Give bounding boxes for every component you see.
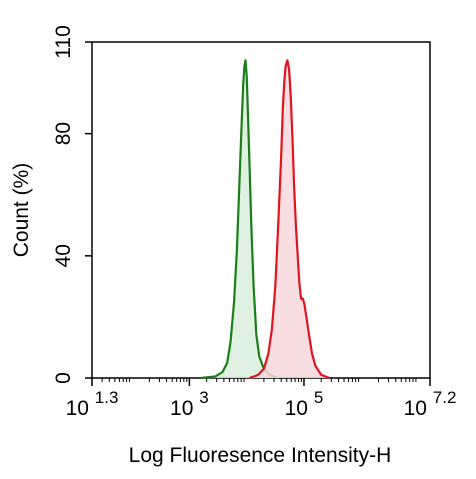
series-2-fill — [249, 60, 330, 379]
y-tick-label: 110 — [52, 25, 75, 58]
x-tick-label: 10 7.2 — [404, 388, 457, 420]
x-tick-label: 10 1.3 — [66, 388, 119, 420]
series-1-line — [200, 59, 279, 380]
plot-frame — [91, 41, 431, 379]
y-tick-label: 0 — [52, 372, 75, 384]
y-tick-label: 40 — [52, 244, 75, 267]
x-axis-title: Log Fluoresence Intensity-H — [129, 444, 392, 467]
y-ticks — [85, 41, 92, 379]
x-tick-labels: 10 1.3 10 3 10 5 10 7.2 — [66, 388, 457, 420]
x-tick-label: 10 3 — [170, 388, 209, 420]
x-tick-label: 10 5 — [285, 388, 324, 420]
series-layer — [200, 59, 331, 380]
series-2-line — [249, 59, 331, 380]
plot-area — [85, 41, 431, 386]
y-tick-label: 80 — [52, 122, 75, 145]
y-axis-title: Count (%) — [10, 163, 33, 258]
x-minor-ticks — [91, 378, 417, 382]
y-tick-labels: 0 40 80 110 — [52, 25, 75, 384]
series-1-fill — [200, 60, 279, 379]
x-major-ticks — [91, 378, 431, 386]
